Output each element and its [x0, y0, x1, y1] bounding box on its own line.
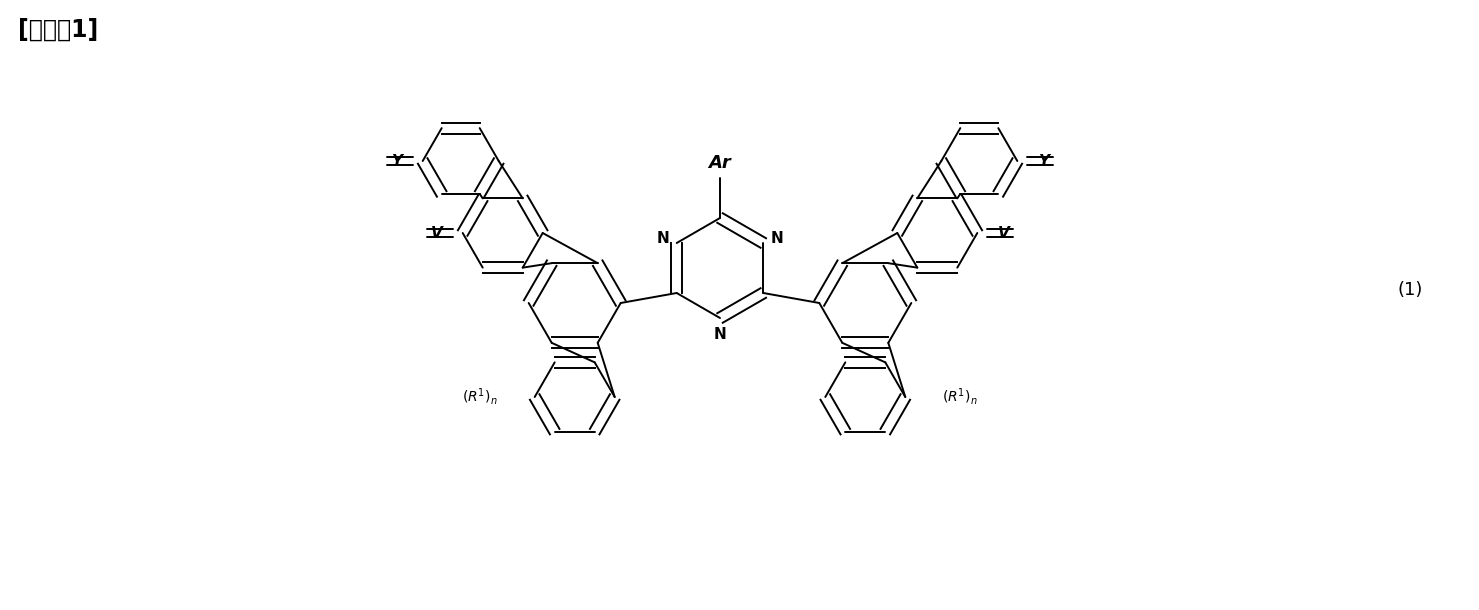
Text: $(R^1)_n$: $(R^1)_n$ [461, 387, 497, 407]
Text: V: V [430, 226, 442, 240]
Text: Y: Y [392, 154, 402, 168]
Text: N: N [657, 232, 669, 246]
Text: N: N [771, 232, 784, 246]
Text: Ar: Ar [708, 154, 732, 172]
Text: [化学式1]: [化学式1] [18, 18, 98, 42]
Text: $(R^1)_n$: $(R^1)_n$ [942, 387, 978, 407]
Text: Y: Y [1038, 154, 1049, 168]
Text: V: V [997, 226, 1009, 240]
Text: (1): (1) [1398, 281, 1423, 299]
Text: N: N [714, 328, 726, 342]
